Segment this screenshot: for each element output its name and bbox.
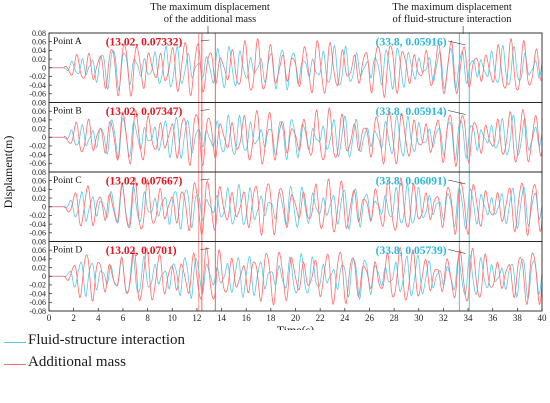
panel-4-ytick-label: 0.06: [32, 246, 46, 255]
xtick-label: 10: [168, 313, 178, 323]
xtick-label: 18: [266, 313, 276, 323]
xtick-label: 26: [365, 313, 375, 323]
xtick-label: 36: [488, 313, 498, 323]
panel-3-ytick-label: -0.06: [29, 229, 46, 238]
panel-4-series-fsi: [49, 252, 543, 301]
panel-1-ytick-label: 0.08: [32, 29, 46, 38]
panel-1-series-fsi: [49, 44, 543, 91]
xtick-label: 30: [414, 313, 424, 323]
panel-2-name: Point B: [53, 107, 82, 117]
panel-4-name: Point D: [53, 246, 82, 256]
annotation-additional-mass: The maximum displacement of the addition…: [140, 2, 280, 26]
panel-2-fsi-max-label: (33.8, 0.05914): [376, 106, 447, 118]
xtick-label: 40: [538, 313, 548, 323]
panel-3-fsi-pointer: [448, 179, 466, 185]
xtick-label: 8: [145, 313, 150, 323]
panel-2-ytick-label: 0.06: [32, 107, 46, 116]
panel-3-ytick-label: 0.08: [32, 168, 46, 177]
panel-4-ytick-label: 0.08: [32, 237, 46, 246]
panel-3-ytick-label: -0.04: [29, 220, 46, 229]
panel-3-additional-pointer: [200, 178, 210, 181]
panel-4-ytick-label: 0: [42, 272, 46, 281]
panel-3-ytick-label: 0: [42, 203, 46, 212]
panel-1-ytick-label: -0.04: [29, 81, 46, 90]
legend-swatch-fsi: [4, 342, 26, 343]
xtick-label: 22: [316, 313, 325, 323]
panel-1-ytick-label: 0.04: [32, 46, 46, 55]
panel-4-additional-max-label: (13.02, 0.0701): [106, 245, 177, 257]
panel-4-ytick-label: -0.02: [29, 281, 46, 290]
panel-1-ytick-label: -0.06: [29, 90, 46, 99]
xtick-label: 32: [439, 313, 448, 323]
panel-1-ytick-label: 0.02: [32, 55, 46, 64]
xtick-label: 6: [121, 313, 126, 323]
panel-1-additional-pointer: [200, 39, 210, 42]
panel-1-additional-max-label: (13.02, 0.07332): [106, 37, 183, 49]
panel-3-series-additional: [49, 176, 543, 237]
panel-1-fsi-pointer: [448, 40, 466, 46]
xtick-label: 2: [71, 313, 76, 323]
annotation-additional-line1: The maximum displacement: [150, 2, 270, 13]
panel-1-ytick-label: 0.06: [32, 37, 46, 46]
xtick-label: 28: [390, 313, 400, 323]
xtick-label: 34: [464, 313, 474, 323]
panel-3-ytick-label: 0.06: [32, 176, 46, 185]
panel-4-additional-pointer: [200, 248, 210, 250]
panel-4-ytick-label: 0.02: [32, 263, 46, 272]
xtick-label: 16: [242, 313, 252, 323]
panel-4-ytick-label: -0.06: [29, 298, 46, 307]
panel-1-fsi-max-label: (33.8, 0.05916): [376, 37, 447, 49]
xtick-label: 24: [340, 313, 350, 323]
panel-2-additional-max-label: (13.02, 0.07347): [106, 106, 183, 118]
panel-2-fsi-pointer: [448, 110, 466, 115]
panel-2-ytick-label: -0.04: [29, 150, 46, 159]
panel-1-ytick-label: -0.02: [29, 72, 46, 81]
annotation-fsi: The maximum displacement of fluid-struct…: [372, 2, 532, 26]
panel-2-series-additional: [49, 106, 543, 168]
legend-swatch-additional: [4, 364, 26, 365]
panel-3-fsi-max-label: (33.8, 0.06091): [376, 176, 447, 188]
panel-4-fsi-max-label: (33.8, 0.05739): [376, 245, 447, 257]
panel-2-ytick-label: 0: [42, 133, 46, 142]
xtick-label: 20: [291, 313, 301, 323]
panel-3-ytick-label: 0.02: [32, 194, 46, 203]
y-axis-label: Displament(m): [1, 136, 15, 209]
panel-3-series-fsi: [49, 183, 543, 231]
xtick-label: 4: [96, 313, 101, 323]
xtick-label: 38: [513, 313, 523, 323]
panel-2-ytick-label: -0.02: [29, 142, 46, 151]
annotation-fsi-line1: The maximum displacement: [392, 2, 512, 13]
xtick-label: 12: [192, 313, 201, 323]
panel-4-fsi-pointer: [448, 249, 466, 254]
annotation-fsi-line2: of fluid-structure interaction: [392, 14, 512, 25]
panel-2-ytick-label: 0.02: [32, 124, 46, 133]
panel-3-ytick-label: -0.02: [29, 211, 46, 220]
panel-4-series-additional: [49, 246, 543, 306]
panel-4-ytick-label: -0.08: [29, 307, 46, 316]
panel-4-ytick-label: -0.04: [29, 289, 46, 298]
legend-label-fsi: Fluid-structure interaction: [28, 332, 186, 348]
annotation-additional-line2: of the additional mass: [163, 14, 257, 25]
panel-2-ytick-label: 0.04: [32, 116, 46, 125]
xtick-label: 0: [47, 313, 52, 323]
panel-3-additional-max-label: (13.02, 0.07667): [106, 176, 183, 188]
panel-2-series-fsi: [49, 113, 543, 162]
panel-3-name: Point C: [53, 176, 82, 186]
panel-1-name: Point A: [53, 37, 82, 47]
x-axis-label: Time(s): [277, 323, 315, 330]
panel-1-ytick-label: 0: [42, 64, 46, 73]
panel-2-ytick-label: -0.06: [29, 159, 46, 168]
panel-4-ytick-label: 0.04: [32, 255, 46, 264]
panel-2-additional-pointer: [200, 109, 210, 111]
panel-1-series-additional: [49, 37, 543, 99]
panel-3-ytick-label: 0.04: [32, 185, 46, 194]
legend-label-additional: Additional mass: [28, 354, 126, 370]
panel-2-ytick-label: 0.08: [32, 98, 46, 107]
xtick-label: 14: [217, 313, 227, 323]
